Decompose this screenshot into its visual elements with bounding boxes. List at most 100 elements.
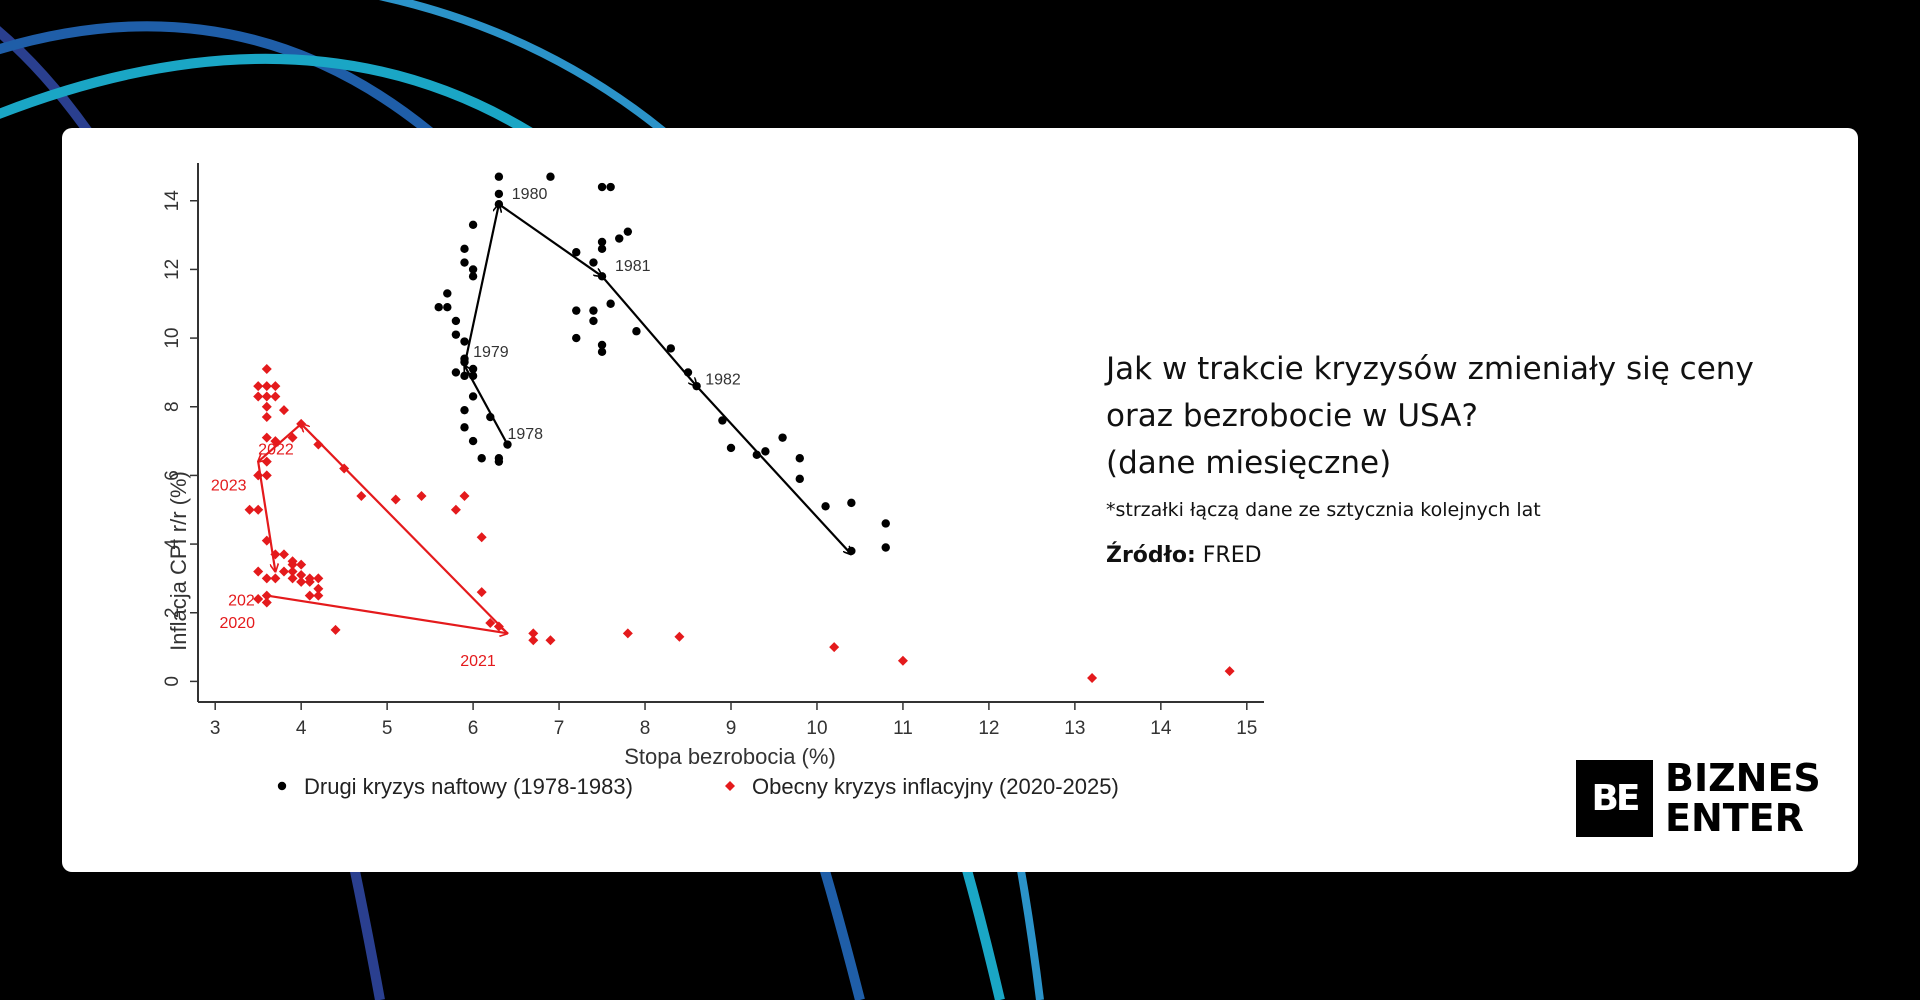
y-tick-label: 6 <box>162 470 183 481</box>
data-point-black <box>597 182 607 192</box>
data-point-black <box>597 272 607 281</box>
data-point-red <box>261 590 272 601</box>
data-point-black <box>597 347 607 357</box>
data-point-red <box>253 594 264 605</box>
data-point-black <box>460 423 469 432</box>
trend-arrow <box>695 385 852 554</box>
data-point-black <box>451 316 461 326</box>
data-point-black <box>460 405 469 415</box>
data-point-black <box>718 416 727 425</box>
data-point-red <box>270 573 281 584</box>
data-point-red <box>287 432 298 443</box>
y-tick-label: 14 <box>162 190 183 212</box>
trend-arrow <box>266 594 508 634</box>
data-point-red <box>528 635 539 646</box>
y-tick-label: 0 <box>162 676 183 687</box>
info-panel: Jak w trakcie kryzysów zmieniały się cen… <box>1106 346 1806 568</box>
data-point-black <box>795 474 804 484</box>
data-point-black <box>572 248 581 257</box>
data-point-black <box>572 306 581 315</box>
data-point-red <box>313 590 324 601</box>
x-tick-label: 8 <box>640 718 651 739</box>
data-point-black <box>632 327 641 336</box>
data-point-black <box>606 182 615 192</box>
x-tick-label: 13 <box>1064 718 1085 739</box>
data-point-red <box>674 631 685 642</box>
x-tick-label: 5 <box>382 718 393 739</box>
legend-marker-black <box>277 781 287 791</box>
x-tick-label: 9 <box>726 718 737 739</box>
data-point-black <box>761 447 770 456</box>
x-tick-label: 3 <box>210 718 221 739</box>
data-point-red <box>253 504 264 515</box>
data-point-red <box>476 532 487 543</box>
data-point-red <box>313 573 324 584</box>
data-point-black <box>460 244 469 254</box>
data-point-black <box>589 258 598 267</box>
data-point-red <box>390 494 401 505</box>
legend-label: Obecny kryzys inflacyjny (2020-2025) <box>752 774 1119 799</box>
trend-arrow <box>258 423 302 462</box>
x-tick-label: 15 <box>1236 718 1257 739</box>
data-point-black <box>443 289 452 298</box>
data-point-red <box>261 597 272 608</box>
data-point-black <box>589 316 598 326</box>
data-point-black <box>726 443 736 453</box>
chart-axes: 3 4 5 6 7 8 9 10 11 12 13 14 15 0 2 4 6 8 10 12 14 <box>162 163 1264 739</box>
year-label: 2022 <box>258 442 294 459</box>
data-point-black <box>468 392 478 401</box>
data-point-red <box>330 624 341 635</box>
data-point-red <box>493 621 504 632</box>
data-point-red <box>261 381 272 392</box>
data-point-red <box>313 439 324 450</box>
data-point-black <box>881 519 890 528</box>
data-point-black <box>572 333 581 343</box>
data-point-black <box>443 302 452 312</box>
data-point-red <box>278 549 289 560</box>
data-point-black <box>468 220 478 229</box>
data-point-black <box>468 364 478 374</box>
data-point-red <box>261 391 272 402</box>
data-point-black <box>494 189 504 199</box>
y-tick-label: 2 <box>162 607 183 618</box>
brand-line-2: ENTER <box>1665 796 1804 840</box>
data-point-red <box>253 470 264 481</box>
data-point-black <box>503 440 512 449</box>
data-point-red <box>1224 666 1235 677</box>
data-point-red <box>528 628 539 639</box>
data-point-black <box>606 299 615 308</box>
data-point-black <box>434 302 443 312</box>
y-tick-label: 10 <box>162 328 183 349</box>
x-axis-title: Stopa bezrobocia (%) <box>624 744 836 769</box>
data-point-black <box>752 450 761 460</box>
data-point-black <box>451 368 461 377</box>
data-point-black <box>468 265 478 274</box>
year-label: 202 <box>228 593 255 610</box>
year-label: 1982 <box>705 371 741 388</box>
data-point-red <box>313 583 324 594</box>
data-point-black <box>597 340 607 350</box>
brand-line-1: BIZNES <box>1665 756 1821 800</box>
year-label: 2020 <box>219 615 255 632</box>
data-point-black <box>795 454 804 463</box>
data-point-red <box>244 504 255 515</box>
chart-points <box>244 172 1235 683</box>
data-point-black <box>460 371 469 381</box>
data-point-black <box>468 436 478 446</box>
data-point-red <box>253 391 264 402</box>
data-point-red <box>278 405 289 416</box>
brand-wordmark: BIZNES ENTER <box>1665 758 1821 838</box>
data-point-red <box>545 635 556 646</box>
x-tick-label: 6 <box>468 718 479 739</box>
data-point-black <box>623 227 633 236</box>
source-value: FRED <box>1202 543 1262 568</box>
data-point-red <box>296 418 307 429</box>
data-point-red <box>261 456 272 467</box>
y-tick-label: 4 <box>162 538 183 549</box>
y-tick-label: 12 <box>162 259 183 280</box>
data-point-red <box>270 391 281 402</box>
year-label: 2021 <box>460 653 496 670</box>
biznes-enter-logo-icon: BE <box>1576 759 1653 837</box>
x-tick-label: 11 <box>893 718 913 739</box>
data-point-red <box>829 642 840 653</box>
